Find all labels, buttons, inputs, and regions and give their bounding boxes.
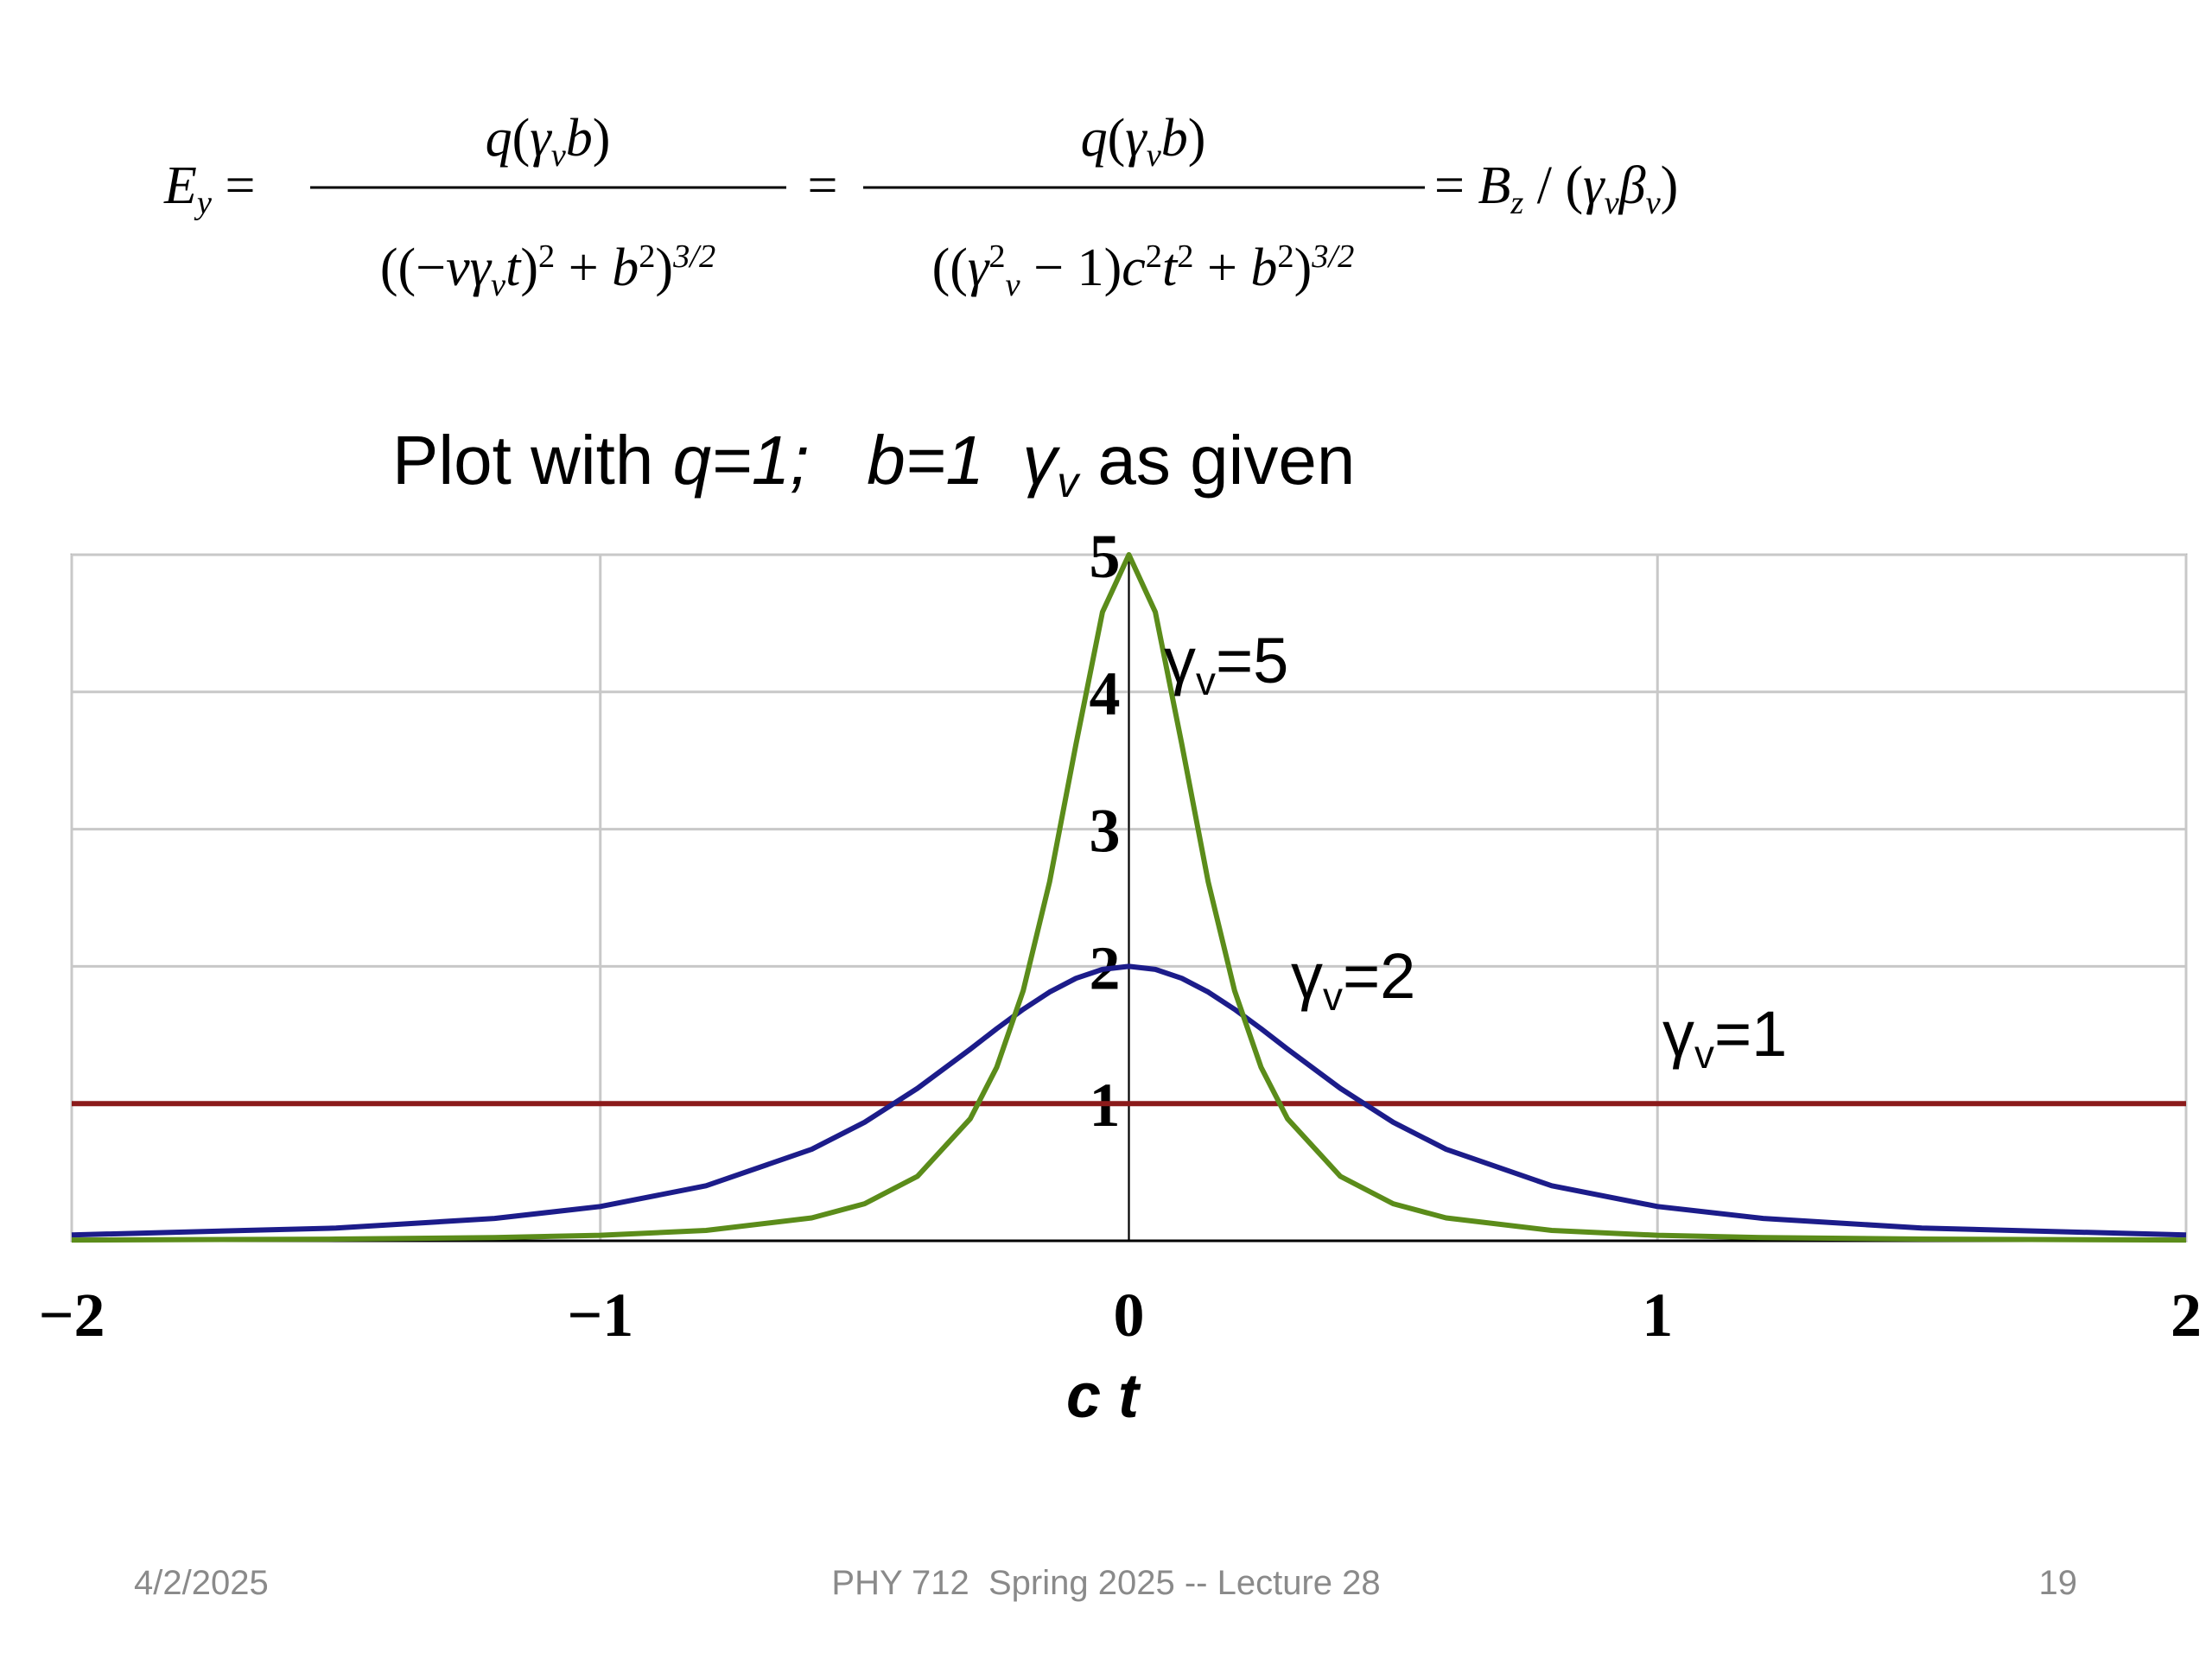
x-tick-label: 0 [1114,1281,1145,1350]
equation-denominator-run: 2 [1146,238,1162,275]
subtitle-run: q=1; b=1 [673,422,1023,499]
curve-annotation-run: v [1323,974,1343,1019]
equation-rhs-run: z [1510,185,1523,221]
equation-denominator-run: v [491,267,506,303]
equation-numerator-run: γ [530,109,552,168]
equation-denominator-run: γ [968,238,990,297]
x-axis-label: c t [1066,1362,1141,1431]
equation-denominator-run: 2 [988,238,1005,275]
equation-denominator-run: 2 [538,238,555,275]
equation-denominator-run: b [612,238,639,297]
equation-denominator-run: (( [380,238,416,297]
equation-rhs-run: B [1478,156,1510,215]
equation-rhs: = Bz / (γvβv) [1434,156,1678,221]
curve-annotation: γv=1 [1662,998,1787,1077]
subtitle-run: as given [1078,422,1355,499]
equation-rhs-run: = [1434,156,1478,215]
equation-denominator-run: 3/2 [1311,238,1354,275]
equation-numerator-run: ) [593,109,611,168]
equation-numerator-run: b [566,109,593,168]
equation-denominator: ((−vγvt)2 + b2)3/2 [380,238,715,303]
equation-denominator-run: t [1162,238,1179,297]
equation-denominator-run: b [1250,238,1277,297]
equation-denominator-run: t [505,238,522,297]
x-tick-label: 1 [1642,1281,1673,1350]
equation-numerator-run: v [1147,137,1162,174]
equation-denominator-run: ) [655,238,673,297]
equation-numerator: q(γvb) [486,109,611,174]
equation-denominator: ((γ2v − 1)c2t2 + b2)3/2 [932,238,1355,303]
equation-denominator-run: c [1122,238,1146,297]
curve-annotation: γv=5 [1164,625,1288,703]
equation-denominator-run: ) [1294,238,1313,297]
equation-denominator-run: 3/2 [672,238,715,275]
footer-date: 4/2/2025 [134,1564,269,1602]
curve-annotation-run: =2 [1343,940,1415,1012]
equation-denominator-run: 2 [639,238,655,275]
equation-denominator-run: 2 [1177,238,1193,275]
equation-denominator-run: (( [932,238,968,297]
y-tick-label: 3 [1090,797,1121,866]
equation-denominator-run: v [1006,267,1021,303]
equation-denominator-run: ) [520,238,538,297]
equation-numerator-run: γ [1125,109,1147,168]
footer-page: 19 [2039,1564,2078,1602]
equation-numerator: q(γvb) [1081,109,1206,174]
curve-annotation-run: v [1694,1032,1714,1077]
equation-rhs-run: γ [1583,156,1605,215]
footer-course: PHY 712 Spring 2025 -- Lecture 28 [831,1564,1380,1602]
equation-denominator-run: − [416,238,446,297]
equation-denominator-run: − 1) [1020,238,1122,297]
equation-numerator-run: v [551,137,567,174]
equation-numerator-run: q [1081,109,1108,168]
equation-rhs-run: v [1605,185,1620,221]
curve-annotation-run: γ [1164,625,1196,696]
equation-rhs-run: ) [1661,156,1679,215]
equation-lhs-run: E [163,156,197,215]
subtitle: Plot with q=1; b=1 γv as given [392,422,1355,506]
equation-denominator-run: + [555,238,612,297]
subtitle-run: v [1057,458,1081,506]
equation-rhs-run: v [1646,185,1662,221]
equation-rhs-run: / ( [1523,156,1583,215]
equation-numerator-run: ( [512,109,531,168]
curve-annotation-run: =1 [1714,998,1787,1070]
equation-denominator-run: vγ [446,238,493,297]
equation-numerator-run: ) [1188,109,1206,168]
equation-lhs-run: = [212,156,255,215]
subtitle-run: γ [1022,422,1060,499]
curve-annotation: γv=2 [1291,940,1415,1019]
equation-numerator-run: ( [1108,109,1126,168]
equation-denominator-run: 2 [1277,238,1294,275]
series-line [71,552,2187,1243]
x-tick-label: 2 [2171,1281,2202,1350]
equation-lhs-run: y [194,185,213,221]
equation-equals: = [808,156,838,215]
series-line [71,963,2187,1238]
subtitle-run: Plot with [392,422,673,499]
curve-annotation-run: =5 [1216,625,1288,696]
y-tick-label: 4 [1090,659,1121,728]
x-tick-label: −2 [38,1281,105,1350]
equation-rhs-run: β [1618,156,1646,215]
equation-denominator-run: + [1193,238,1250,297]
equation-lhs: Ey = [163,156,255,221]
equation-numerator-run: b [1161,109,1188,168]
curve-annotation-run: v [1196,658,1216,703]
curve-annotation-run: γ [1291,940,1323,1012]
equation-equals-run: = [808,156,838,215]
equation-numerator-run: q [486,109,512,168]
x-tick-label: −1 [567,1281,633,1350]
curve-annotation-run: γ [1662,998,1694,1070]
